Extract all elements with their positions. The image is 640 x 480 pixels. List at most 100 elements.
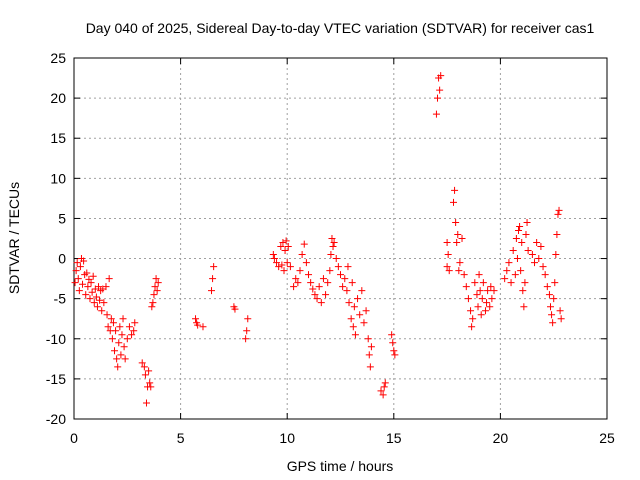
data-point bbox=[379, 391, 387, 399]
data-point bbox=[117, 351, 125, 359]
grid-lines bbox=[74, 58, 607, 419]
data-point bbox=[483, 299, 491, 307]
data-point bbox=[444, 251, 452, 259]
data-point bbox=[548, 311, 556, 319]
data-point bbox=[481, 307, 489, 315]
y-tick-label: 15 bbox=[50, 130, 66, 146]
data-point bbox=[453, 239, 461, 247]
data-point bbox=[100, 299, 108, 307]
data-point bbox=[140, 363, 148, 371]
data-point bbox=[554, 210, 562, 218]
data-point bbox=[515, 226, 523, 234]
data-point bbox=[319, 275, 327, 283]
plot-frame bbox=[73, 57, 608, 420]
data-point bbox=[521, 279, 529, 287]
data-point bbox=[488, 295, 496, 303]
data-point bbox=[471, 279, 479, 287]
data-point bbox=[339, 283, 347, 291]
data-point bbox=[328, 235, 336, 242]
data-point bbox=[478, 295, 486, 303]
data-point bbox=[147, 383, 155, 391]
data-point bbox=[322, 291, 330, 299]
data-point bbox=[199, 323, 207, 331]
data-point bbox=[388, 331, 396, 339]
y-tick-label: 10 bbox=[50, 170, 66, 186]
data-point bbox=[327, 251, 335, 259]
data-point bbox=[281, 247, 289, 255]
data-point bbox=[390, 347, 398, 355]
data-point bbox=[231, 305, 239, 313]
data-point bbox=[115, 339, 123, 347]
data-point bbox=[294, 279, 302, 287]
data-point bbox=[102, 283, 110, 291]
data-point bbox=[523, 218, 531, 226]
data-point bbox=[468, 323, 476, 331]
data-point bbox=[511, 271, 519, 279]
data-point bbox=[279, 239, 287, 247]
data-point bbox=[277, 243, 285, 251]
data-point bbox=[522, 230, 530, 238]
data-point bbox=[142, 399, 150, 407]
data-point bbox=[286, 263, 294, 271]
data-point bbox=[145, 367, 153, 375]
data-point bbox=[275, 263, 283, 271]
data-point bbox=[153, 287, 161, 295]
data-point bbox=[84, 283, 92, 291]
y-tick-label: -5 bbox=[54, 291, 67, 307]
data-point bbox=[242, 335, 250, 343]
y-tick-label: 20 bbox=[50, 90, 66, 106]
data-point bbox=[524, 247, 532, 255]
data-point bbox=[154, 279, 162, 287]
data-point bbox=[380, 383, 388, 391]
data-point bbox=[292, 275, 300, 283]
data-point bbox=[343, 287, 351, 295]
y-tick-label: 0 bbox=[58, 251, 66, 267]
data-point bbox=[87, 279, 95, 287]
data-point bbox=[125, 323, 133, 331]
data-point bbox=[138, 359, 146, 367]
data-point bbox=[348, 279, 356, 287]
data-point bbox=[545, 291, 553, 299]
data-point bbox=[552, 251, 560, 259]
data-point bbox=[356, 311, 364, 319]
data-point bbox=[557, 315, 565, 323]
data-point bbox=[543, 283, 551, 291]
data-point bbox=[366, 363, 374, 371]
data-point bbox=[512, 235, 520, 242]
y-tick-labels: -20 -15 -10 -5 0 5 10 15 20 25 bbox=[46, 50, 66, 427]
data-point bbox=[243, 327, 251, 335]
data-point bbox=[313, 295, 321, 303]
y-tick-label: -20 bbox=[46, 411, 66, 427]
data-point bbox=[131, 319, 139, 327]
data-point bbox=[519, 287, 527, 295]
data-point bbox=[113, 355, 121, 363]
data-point bbox=[209, 275, 217, 283]
data-point bbox=[107, 315, 115, 323]
data-point bbox=[537, 243, 545, 251]
data-point bbox=[477, 311, 485, 319]
data-point bbox=[443, 263, 451, 271]
data-point bbox=[105, 275, 113, 283]
data-point bbox=[556, 307, 564, 315]
data-point bbox=[151, 283, 159, 291]
data-point bbox=[329, 243, 337, 251]
data-point bbox=[389, 339, 397, 347]
data-point bbox=[194, 321, 202, 329]
data-point bbox=[80, 257, 88, 265]
y-tick-label: 25 bbox=[50, 50, 66, 66]
data-point bbox=[120, 343, 128, 351]
data-point bbox=[452, 218, 460, 226]
data-point bbox=[434, 94, 442, 102]
data-point bbox=[550, 295, 558, 303]
data-point bbox=[474, 303, 482, 311]
data-point bbox=[460, 271, 468, 279]
data-point bbox=[354, 295, 362, 303]
data-point bbox=[451, 186, 459, 194]
x-tick-label: 25 bbox=[599, 430, 615, 446]
x-axis-label: GPS time / hours bbox=[287, 458, 394, 474]
data-points bbox=[71, 72, 565, 407]
data-point bbox=[73, 259, 81, 267]
data-point bbox=[273, 259, 281, 267]
data-point bbox=[345, 299, 353, 307]
